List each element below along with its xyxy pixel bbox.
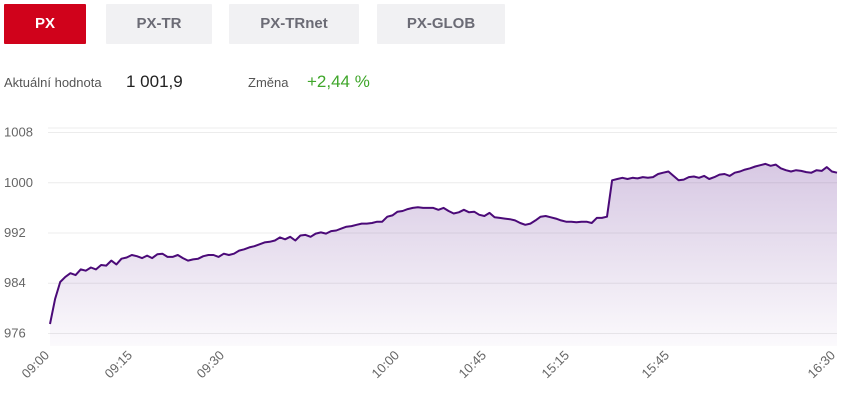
series-area bbox=[50, 163, 837, 346]
index-chart: 976 984 992 1000 1008 09:00 09:15 09:30 10:00 10… bbox=[4, 125, 839, 382]
tab-px-glob[interactable]: PX-GLOB bbox=[377, 4, 505, 44]
y-tick-label: 1008 bbox=[4, 125, 33, 140]
y-tick-label: 976 bbox=[4, 325, 26, 340]
x-tick-label: 10:00 bbox=[369, 348, 403, 382]
y-tick-label: 1000 bbox=[4, 175, 33, 190]
x-axis: 09:00 09:15 09:30 10:00 10:45 15:15 15:45 16:30 bbox=[19, 348, 839, 382]
change-value: +2,44 % bbox=[307, 72, 370, 91]
x-tick-label: 15:15 bbox=[539, 348, 573, 382]
change-label: Změna bbox=[248, 75, 289, 90]
tab-px-tr[interactable]: PX-TR bbox=[106, 4, 212, 44]
tab-px-trnet[interactable]: PX-TRnet bbox=[229, 4, 359, 44]
tab-px[interactable]: PX bbox=[4, 4, 86, 44]
x-tick-label: 16:30 bbox=[805, 348, 839, 382]
y-tick-label: 992 bbox=[4, 225, 26, 240]
x-tick-label: 09:15 bbox=[102, 348, 136, 382]
x-tick-label: 09:00 bbox=[19, 348, 53, 382]
series-line bbox=[49, 162, 838, 325]
current-value: 1 001,9 bbox=[126, 72, 183, 91]
x-tick-label: 09:30 bbox=[194, 348, 228, 382]
x-tick-label: 15:45 bbox=[639, 348, 673, 382]
x-tick-label: 10:45 bbox=[456, 348, 490, 382]
current-value-label: Aktuální hodnota bbox=[4, 75, 102, 90]
y-tick-label: 984 bbox=[4, 275, 26, 290]
y-axis: 976 984 992 1000 1008 bbox=[4, 125, 33, 341]
